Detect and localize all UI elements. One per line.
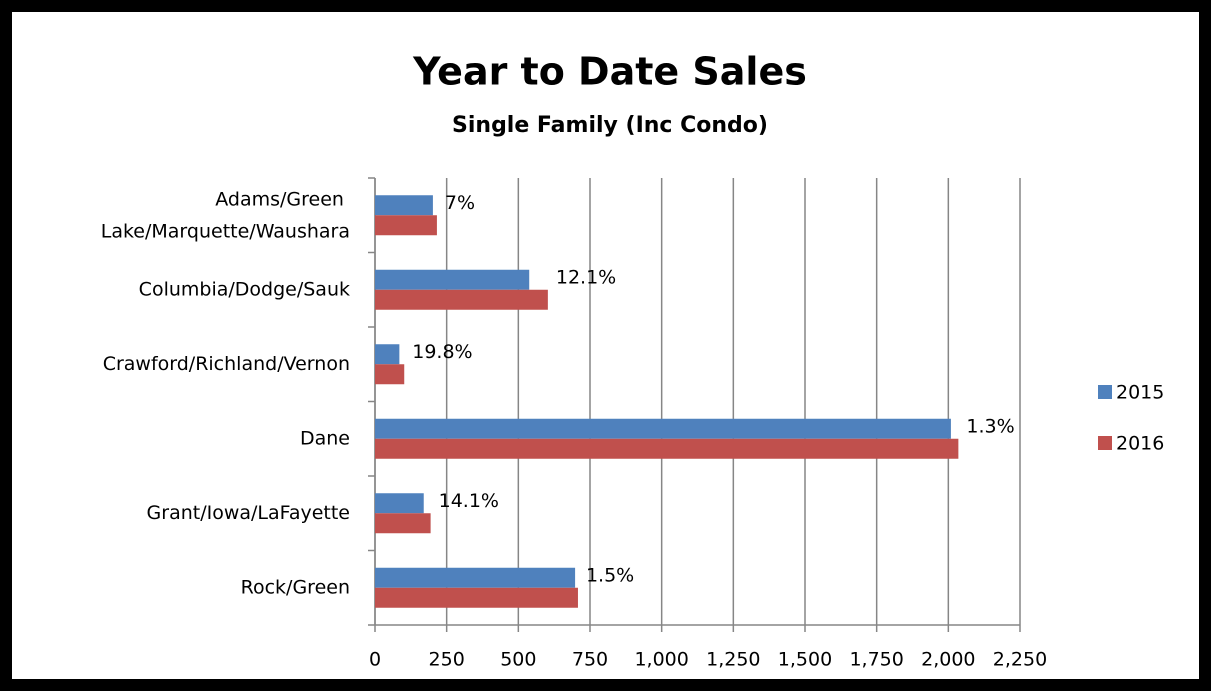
change-label: 1.5% (586, 564, 634, 586)
bar (375, 289, 548, 310)
bar (375, 269, 530, 290)
y-tick-label: Adams/Green Lake/Marquette/Waushara (101, 188, 350, 242)
legend-swatch (1098, 436, 1112, 450)
x-tick-label: 750 (572, 649, 608, 671)
bar (375, 438, 959, 459)
x-tick-label: 1,750 (849, 649, 903, 671)
x-tick-label: 500 (500, 649, 536, 671)
bar (375, 493, 424, 514)
change-label: 19.8% (412, 341, 472, 363)
x-tick-label: 2,000 (921, 649, 975, 671)
chart-title: Year to Date Sales (412, 50, 807, 94)
bar (375, 344, 400, 365)
y-tick-label: Crawford/Richland/Vernon (103, 353, 350, 375)
y-tick-label: Columbia/Dodge/Sauk (139, 278, 350, 300)
legend-label: 2016 (1116, 433, 1164, 455)
change-label: 7% (445, 192, 475, 214)
y-tick-label: Dane (300, 427, 350, 449)
bar (375, 587, 578, 608)
x-tick-label: 1,000 (634, 649, 688, 671)
change-label: 12.1% (556, 266, 616, 288)
chart-subtitle: Single Family (Inc Condo) (452, 113, 768, 138)
x-tick-label: 250 (429, 649, 465, 671)
y-tick-label: Rock/Green (241, 576, 350, 598)
bar (375, 215, 437, 236)
x-tick-label: 1,500 (778, 649, 832, 671)
bar (375, 195, 433, 216)
legend-swatch (1098, 385, 1112, 399)
x-tick-label: 2,250 (993, 649, 1047, 671)
bar (375, 364, 405, 385)
change-label: 14.1% (439, 490, 499, 512)
x-tick-label: 1,250 (706, 649, 760, 671)
y-tick-label: Grant/Iowa/LaFayette (147, 502, 350, 524)
bar (375, 418, 951, 439)
bar (375, 513, 431, 534)
bar (375, 567, 576, 588)
legend-label: 2015 (1116, 382, 1164, 404)
change-label: 1.3% (966, 415, 1014, 437)
x-tick-label: 0 (369, 649, 381, 671)
